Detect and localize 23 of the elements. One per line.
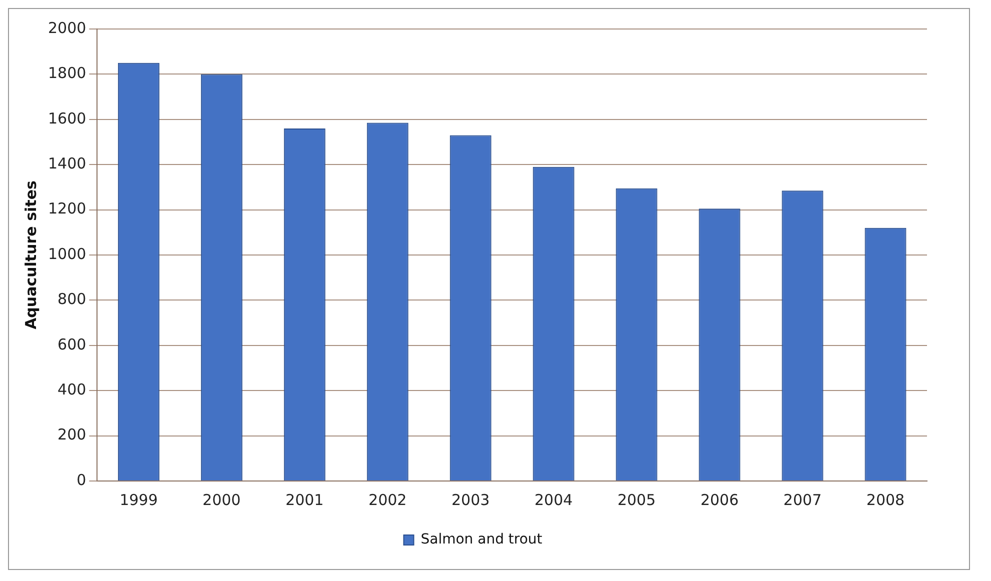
x-tick-label: 2007: [783, 490, 822, 509]
x-tick-label: 2003: [452, 490, 490, 509]
y-tick-label: 1200: [48, 200, 86, 218]
y-axis-title: Aquaculture sites: [22, 180, 40, 330]
y-tick-label: 200: [58, 426, 86, 444]
y-tick-label: 2000: [48, 18, 86, 37]
y-tick-label: 1600: [48, 109, 86, 128]
y-tick-label: 1800: [48, 64, 86, 82]
y-tick-label: 0: [76, 470, 86, 489]
y-tick-label: 600: [58, 335, 86, 354]
y-tick-label: 1400: [48, 154, 86, 172]
x-tick-label: 2000: [202, 490, 241, 509]
x-tick-label: 2005: [617, 490, 656, 509]
x-tick-label: 2006: [700, 490, 739, 509]
x-tick-label: 2004: [534, 490, 573, 509]
y-tick-label: 800: [58, 290, 86, 308]
legend-label: Salmon and trout: [420, 532, 543, 548]
x-tick-label: 1999: [120, 490, 158, 509]
x-tick-label: 2001: [286, 490, 324, 509]
x-tick-label: 2002: [368, 490, 407, 509]
y-tick-label: 1000: [48, 244, 86, 263]
x-tick-label: 2008: [866, 490, 905, 509]
y-tick-label: 400: [58, 380, 86, 398]
